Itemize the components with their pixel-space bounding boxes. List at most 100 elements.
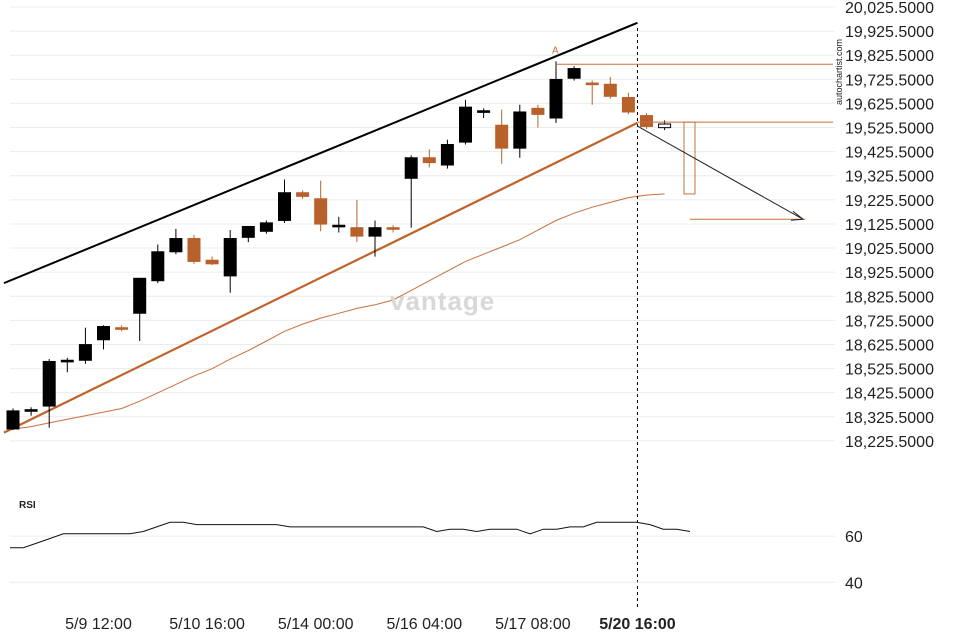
candle-body bbox=[640, 115, 653, 127]
price-tick-label: 20,025.5000 bbox=[845, 0, 934, 17]
time-tick-label: 5/16 04:00 bbox=[386, 616, 462, 633]
candle-body bbox=[350, 227, 364, 237]
price-tick-label: 19,025.5000 bbox=[845, 241, 934, 258]
candle bbox=[97, 325, 110, 350]
candle-body bbox=[585, 82, 599, 86]
candle bbox=[78, 327, 92, 364]
candle-body bbox=[603, 83, 617, 97]
candle bbox=[422, 149, 436, 168]
candle bbox=[169, 228, 183, 255]
candle bbox=[404, 155, 418, 228]
annotation-layer: A bbox=[552, 28, 833, 610]
candle bbox=[477, 108, 491, 119]
candle-body bbox=[386, 227, 400, 230]
candle bbox=[278, 179, 291, 223]
candle-body bbox=[531, 107, 545, 115]
time-tick-label: 5/20 16:00 bbox=[599, 616, 676, 633]
time-tick-label: 5/10 16:00 bbox=[169, 616, 245, 633]
candle-body bbox=[241, 225, 255, 238]
candle bbox=[495, 109, 509, 164]
time-tick-label: 5/14 00:00 bbox=[278, 616, 354, 633]
candle-body bbox=[24, 409, 38, 412]
candle-body bbox=[658, 123, 672, 129]
candle-body bbox=[42, 360, 56, 407]
candle-body bbox=[97, 326, 110, 341]
price-tick-label: 19,525.5000 bbox=[845, 121, 934, 138]
rsi-title: RSI bbox=[19, 500, 36, 511]
candle bbox=[513, 104, 527, 158]
candle bbox=[332, 216, 346, 233]
price-tick-label: 19,725.5000 bbox=[845, 72, 934, 89]
candle-body bbox=[314, 198, 328, 225]
price-tick-label: 19,325.5000 bbox=[845, 169, 934, 186]
moving-average-layer bbox=[12, 193, 665, 430]
candle-body bbox=[115, 327, 129, 330]
candle bbox=[314, 180, 328, 232]
candle bbox=[133, 277, 147, 341]
peak-marker-label: A bbox=[552, 45, 559, 56]
candle bbox=[259, 220, 273, 234]
candle bbox=[440, 139, 454, 169]
price-tick-label: 18,325.5000 bbox=[845, 410, 934, 427]
candle-body bbox=[477, 110, 491, 113]
upper-trendline bbox=[3, 21, 638, 285]
price-tick-label: 19,125.5000 bbox=[845, 217, 934, 234]
candle-body bbox=[368, 227, 382, 237]
watermark: vantage bbox=[390, 286, 495, 316]
moving-average-line bbox=[12, 193, 665, 430]
candle-body bbox=[513, 111, 527, 149]
channel-layer bbox=[3, 21, 638, 434]
candle-body bbox=[621, 97, 635, 113]
price-tick-label: 19,625.5000 bbox=[845, 96, 934, 113]
rsi-line bbox=[10, 521, 691, 549]
price-tick-label: 19,225.5000 bbox=[845, 193, 934, 210]
candle bbox=[350, 199, 364, 243]
candle-body bbox=[78, 344, 92, 361]
time-tick-label: 5/9 12:00 bbox=[65, 616, 132, 633]
price-tick-label: 18,425.5000 bbox=[845, 386, 934, 403]
candle-body bbox=[549, 78, 563, 119]
rsi-panel: RSI 60 40 bbox=[10, 500, 863, 592]
candle bbox=[567, 66, 581, 81]
time-axis: 5/9 12:00 5/10 16:00 5/14 00:00 5/16 04:00 5… bbox=[65, 616, 676, 633]
candle bbox=[368, 220, 382, 257]
candle-body bbox=[133, 277, 147, 314]
candle-body bbox=[60, 359, 74, 363]
lower-trendline bbox=[3, 121, 638, 434]
candle bbox=[296, 190, 310, 199]
candle-body bbox=[440, 144, 454, 166]
candle bbox=[386, 225, 400, 233]
time-tick-label: 5/17 08:00 bbox=[495, 616, 571, 633]
candle-body bbox=[205, 259, 219, 265]
price-tick-label: 19,825.5000 bbox=[845, 48, 934, 65]
candle bbox=[549, 61, 563, 123]
candle-body bbox=[223, 238, 237, 277]
candle-body bbox=[169, 238, 183, 253]
forecast-arrowhead bbox=[790, 210, 805, 221]
candle bbox=[151, 244, 165, 284]
price-tick-label: 18,625.5000 bbox=[845, 337, 934, 354]
price-tick-label: 18,525.5000 bbox=[845, 362, 934, 379]
rsi-tick-label: 60 bbox=[845, 529, 863, 546]
price-axis: 20,025.5000 19,925.5000 19,825.5000 19,725.… bbox=[845, 0, 934, 451]
candle-body bbox=[151, 251, 165, 282]
source-label: autochartist.com bbox=[834, 39, 844, 105]
price-tick-label: 18,825.5000 bbox=[845, 289, 934, 306]
candle bbox=[115, 325, 129, 332]
candle bbox=[241, 225, 255, 243]
candle-body bbox=[404, 157, 418, 179]
candle bbox=[6, 408, 20, 431]
candle-body bbox=[259, 222, 273, 232]
candle bbox=[205, 256, 219, 266]
candle bbox=[24, 407, 38, 416]
candle-body bbox=[187, 238, 201, 262]
candle-body bbox=[422, 157, 436, 164]
candle bbox=[187, 234, 201, 264]
candle-body bbox=[567, 68, 581, 79]
candle bbox=[531, 104, 545, 128]
candles-layer bbox=[6, 61, 672, 431]
price-tick-label: 19,925.5000 bbox=[845, 24, 934, 41]
candle bbox=[60, 357, 74, 373]
